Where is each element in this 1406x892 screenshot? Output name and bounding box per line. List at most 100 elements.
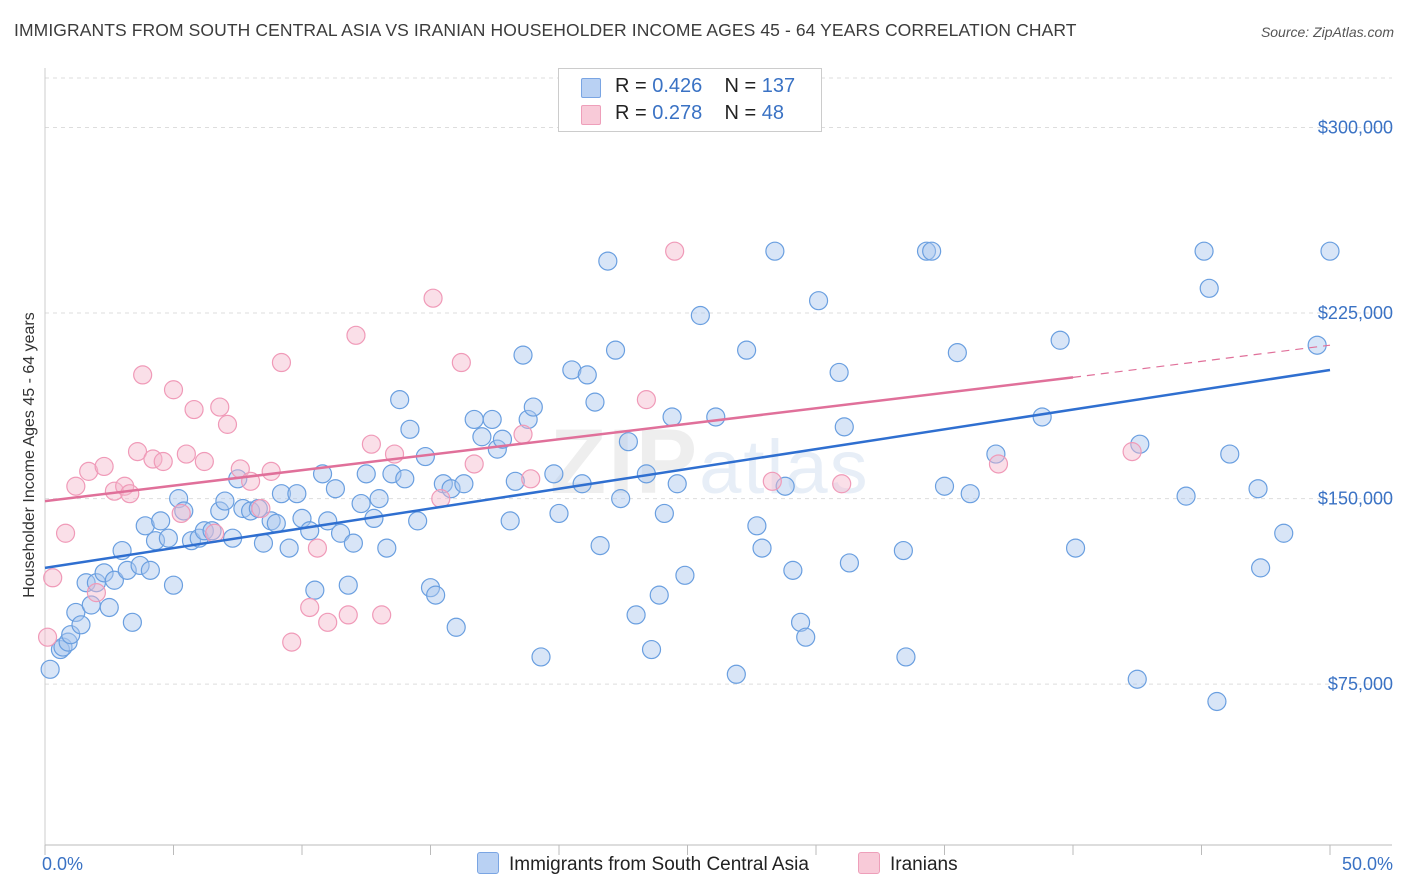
data-point-iranians: [37, 627, 58, 647]
data-point-immigrants: [549, 503, 569, 524]
chart-title: IMMIGRANTS FROM SOUTH CENTRAL ASIA VS IR…: [14, 20, 1077, 40]
data-point-iranians: [451, 352, 471, 373]
data-point-immigrants: [122, 612, 142, 632]
trend-line-iranians: [44, 376, 1074, 503]
data-point-immigrants: [215, 491, 235, 511]
data-point-immigrants: [649, 585, 669, 605]
data-point-immigrants: [325, 479, 346, 499]
data-point-immigrants: [765, 241, 785, 261]
data-point-immigrants: [454, 474, 474, 494]
data-point-iranians: [464, 454, 484, 474]
data-point-immigrants: [300, 521, 320, 541]
data-point-iranians: [120, 484, 140, 504]
data-point-immigrants: [395, 469, 415, 489]
data-point-immigrants: [590, 536, 610, 556]
data-point-immigrants: [58, 632, 78, 652]
y-tick-label: $225,000: [1318, 303, 1393, 323]
data-point-immigrants: [163, 575, 184, 595]
data-point-immigrants: [266, 513, 286, 533]
legend-swatch-immigrants: [581, 78, 601, 98]
legend-text-immigrants: R = 0.426 N = 137: [615, 75, 795, 98]
data-point-immigrants: [577, 365, 597, 385]
x-tick-label-left: 0.0%: [42, 854, 83, 874]
data-point-iranians: [184, 399, 204, 420]
data-point-immigrants: [1194, 241, 1214, 261]
data-point-iranians: [261, 461, 281, 481]
data-point-immigrants: [271, 484, 292, 504]
data-point-immigrants: [783, 560, 803, 580]
data-point-iranians: [86, 583, 107, 603]
data-point-immigrants: [960, 484, 980, 504]
zipatlas-watermark: ZIPatlas: [550, 410, 870, 515]
data-point-immigrants: [464, 409, 484, 430]
data-point-immigrants: [305, 580, 325, 600]
data-point-immigrants: [377, 538, 397, 558]
bottom-legend-immigrants: Immigrants from South Central Asia: [477, 852, 809, 876]
data-point-immigrants: [1220, 444, 1240, 464]
data-point-iranians: [66, 476, 86, 496]
data-point-immigrants: [726, 664, 746, 684]
data-point-immigrants: [808, 291, 829, 311]
data-point-immigrants: [117, 560, 137, 580]
data-point-immigrants: [747, 516, 767, 536]
data-point-immigrants: [99, 597, 119, 618]
data-point-immigrants: [513, 345, 533, 365]
data-point-immigrants: [472, 427, 492, 447]
data-point-immigrants: [618, 432, 638, 452]
data-point-immigrants: [400, 419, 420, 439]
data-point-immigrants: [382, 464, 402, 484]
data-point-immigrants: [896, 647, 916, 667]
data-point-iranians: [271, 352, 292, 373]
data-point-immigrants: [492, 429, 513, 449]
data-point-immigrants: [611, 489, 631, 509]
data-point-immigrants: [796, 627, 816, 647]
data-point-iranians: [521, 469, 541, 489]
y-tick-label: $75,000: [1328, 674, 1393, 694]
data-point-immigrants: [518, 409, 538, 430]
data-point-iranians: [210, 397, 230, 417]
data-point-immigrants: [482, 409, 502, 430]
data-point-immigrants: [1199, 278, 1219, 298]
data-point-immigrants: [523, 397, 543, 417]
data-point-immigrants: [446, 617, 466, 637]
y-tick-label: $300,000: [1318, 117, 1393, 137]
legend-r-label: R =: [615, 102, 647, 124]
data-point-immigrants: [654, 503, 674, 524]
legend-r-value: 0.426: [652, 75, 703, 97]
data-point-immigrants: [1320, 241, 1340, 261]
axes: [44, 68, 1392, 855]
data-point-immigrants: [916, 241, 937, 261]
data-point-immigrants: [330, 523, 351, 543]
legend-r-label: R =: [615, 75, 647, 97]
data-point-immigrants: [1307, 335, 1327, 355]
grid-lines: [45, 77, 1392, 685]
data-point-immigrants: [598, 251, 618, 271]
data-point-iranians: [338, 605, 358, 625]
data-point-immigrants: [934, 476, 955, 496]
data-point-iranians: [307, 538, 328, 558]
data-point-immigrants: [839, 553, 860, 573]
data-point-immigrants: [338, 575, 358, 595]
legend-swatch-iranians: [581, 105, 601, 125]
legend-text-iranians: R = 0.278 N = 48: [615, 102, 795, 125]
data-point-iranians: [762, 471, 782, 491]
bottom-swatch-iranians: [858, 852, 880, 874]
data-point-iranians: [346, 325, 366, 345]
data-point-immigrants: [66, 602, 86, 623]
data-point-iranians: [282, 632, 302, 652]
data-point-immigrants: [426, 585, 446, 605]
data-point-immigrants: [500, 511, 520, 531]
data-point-immigrants: [135, 516, 155, 536]
y-tick-label: $150,000: [1318, 489, 1393, 509]
data-point-iranians: [176, 444, 196, 464]
data-point-iranians: [318, 612, 338, 632]
data-point-immigrants: [356, 464, 376, 484]
bottom-label-iranians: Iranians: [890, 854, 958, 875]
data-point-immigrants: [667, 474, 687, 494]
data-point-immigrants: [1176, 486, 1196, 506]
data-point-immigrants: [140, 560, 160, 580]
data-point-immigrants: [690, 305, 710, 326]
data-point-immigrants: [369, 489, 389, 509]
data-point-immigrants: [1032, 407, 1052, 427]
